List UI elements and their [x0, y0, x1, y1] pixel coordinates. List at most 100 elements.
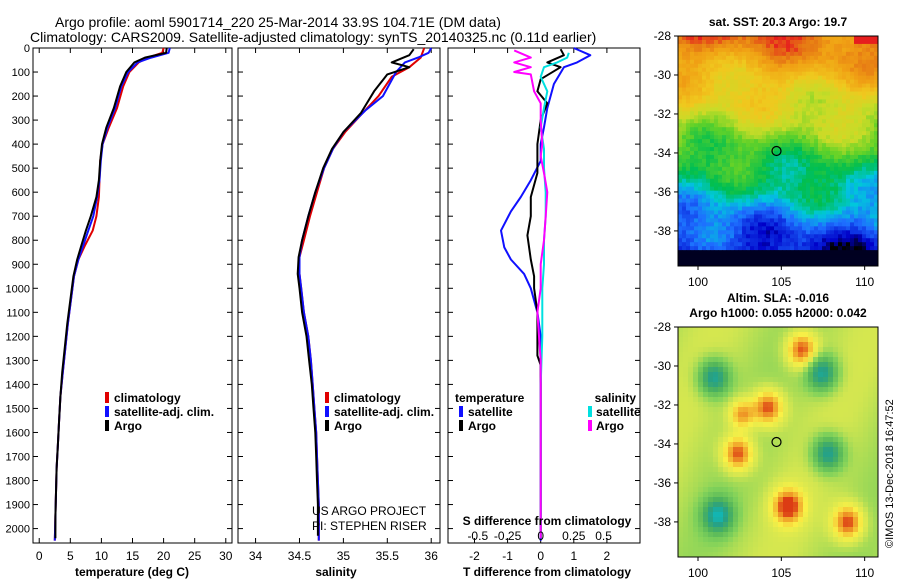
- map-cell: [778, 103, 783, 108]
- map-cell: [850, 103, 855, 108]
- map-cell: [748, 527, 754, 533]
- map-cell: [713, 437, 719, 443]
- map-cell: [814, 242, 819, 247]
- map-cell: [786, 151, 791, 156]
- map-cell: [678, 79, 683, 84]
- map-cell: [846, 59, 851, 65]
- map-cell: [766, 234, 771, 239]
- map-cell: [854, 135, 859, 140]
- map-cell: [722, 51, 727, 57]
- map-cell: [782, 123, 787, 128]
- map-cell: [702, 198, 707, 203]
- map-cell: [768, 432, 774, 438]
- map-cell: [734, 135, 739, 140]
- map-cell: [793, 352, 799, 358]
- map-cell: [810, 182, 815, 188]
- map-cell: [818, 407, 824, 413]
- map-cell: [810, 254, 815, 259]
- map-cell: [766, 123, 771, 128]
- map-cell: [866, 79, 871, 84]
- map-cell: [783, 337, 789, 343]
- map-cell: [858, 367, 864, 373]
- map-cell: [703, 482, 709, 488]
- map-cell: [758, 43, 763, 49]
- map-cell: [728, 477, 734, 483]
- map-cell: [698, 67, 703, 73]
- map-cell: [874, 158, 878, 164]
- map-cell: [814, 147, 819, 152]
- figure-title-line1: Argo profile: aoml 5901714_220 25-Mar-20…: [55, 14, 501, 30]
- map-cell: [862, 115, 867, 120]
- map-cell: [738, 182, 743, 188]
- map-cell: [710, 55, 715, 61]
- map-cell: [682, 119, 687, 124]
- map-cell: [790, 147, 795, 152]
- map-cell: [678, 67, 683, 73]
- map-cell: [850, 39, 855, 45]
- map-cell: [688, 382, 694, 388]
- map-cell: [738, 103, 743, 108]
- map-cell: [742, 87, 747, 92]
- map-cell: [750, 43, 755, 49]
- map-cell: [743, 472, 749, 478]
- map-cell: [734, 75, 739, 81]
- map-cell: [734, 71, 739, 77]
- map-cell: [783, 537, 789, 543]
- map-cell: [822, 242, 827, 247]
- map-cell: [734, 194, 739, 199]
- map-cell: [713, 402, 719, 408]
- map-cell: [714, 194, 719, 199]
- map-cell: [806, 103, 811, 108]
- map-cell: [714, 83, 719, 88]
- map-cell: [770, 63, 775, 69]
- map-cell: [686, 43, 691, 49]
- map-cell: [866, 111, 871, 116]
- map-cell: [778, 226, 783, 231]
- map-cell: [858, 36, 863, 41]
- map-cell: [686, 174, 691, 180]
- map-cell: [826, 246, 831, 251]
- map-cell: [826, 186, 831, 192]
- map-cell: [788, 452, 794, 458]
- map-cell: [703, 332, 709, 338]
- map-cell: [714, 139, 719, 144]
- map-cell: [690, 63, 695, 69]
- map-cell: [746, 39, 751, 45]
- map-cell: [798, 542, 804, 548]
- map-cell: [738, 337, 744, 343]
- map-cell: [718, 327, 724, 333]
- map-cell: [714, 123, 719, 128]
- map-cell: [734, 87, 739, 92]
- map-cell: [870, 131, 875, 136]
- map-cell: [708, 512, 714, 518]
- map-cell: [733, 547, 739, 553]
- map-cell: [738, 427, 744, 433]
- map-cell: [683, 522, 689, 528]
- map-cell: [702, 103, 707, 108]
- map-cell: [823, 422, 829, 428]
- map-cell: [834, 202, 839, 207]
- map-cell: [830, 190, 835, 196]
- map-cell: [750, 55, 755, 61]
- map-cell: [838, 135, 843, 140]
- map-cell: [706, 182, 711, 188]
- map-cell: [742, 170, 747, 176]
- map-cell: [773, 482, 779, 488]
- sst-map: 100 105 110-28-30-32-34-36-38: [654, 29, 879, 289]
- map-cell: [734, 250, 739, 255]
- map-cell: [870, 43, 875, 49]
- map-cell: [694, 151, 699, 156]
- map-cell: [754, 182, 759, 188]
- map-cell: [723, 472, 729, 478]
- map-cell: [733, 552, 739, 557]
- map-cell: [683, 487, 689, 493]
- map-cell: [808, 342, 814, 348]
- map-cell: [718, 43, 723, 49]
- map-cell: [790, 206, 795, 211]
- map-cell: [790, 250, 795, 255]
- map-cell: [848, 547, 854, 553]
- map-cell: [863, 507, 869, 513]
- map-cell: [710, 226, 715, 231]
- map-cell: [834, 262, 839, 266]
- map-cell: [766, 194, 771, 199]
